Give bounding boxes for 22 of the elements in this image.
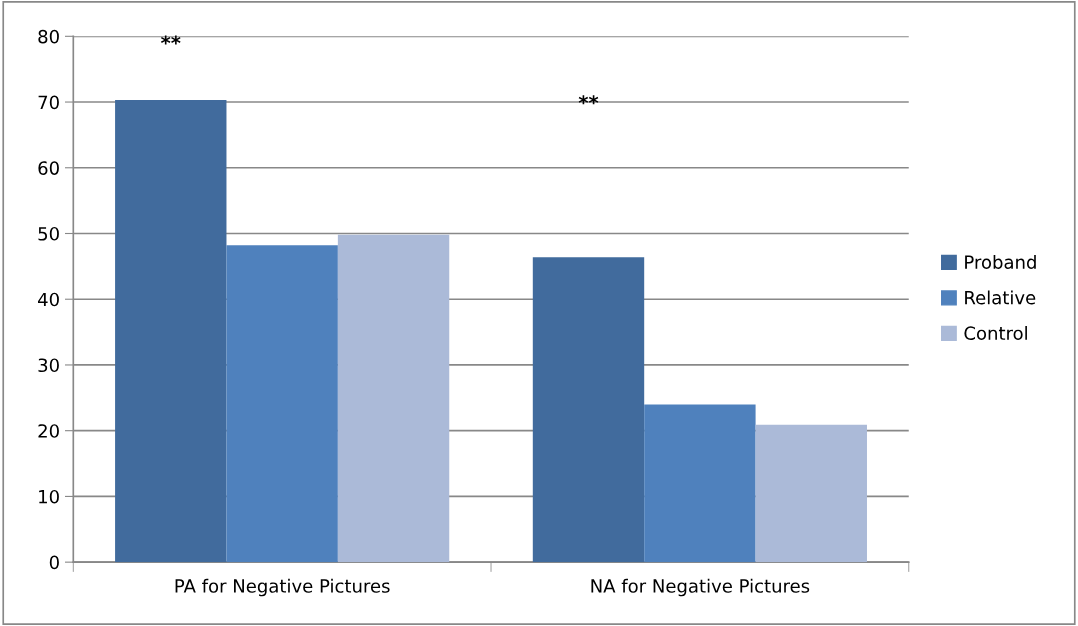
legend-label: Proband bbox=[965, 254, 1036, 269]
legend-label: Control bbox=[964, 326, 1027, 340]
legend-label: Relative bbox=[965, 290, 1036, 305]
bar bbox=[337, 234, 450, 563]
y-tick-label: 0 bbox=[49, 555, 59, 570]
bar bbox=[755, 424, 867, 563]
y-tick-label: 10 bbox=[39, 489, 59, 504]
y-tick-label: 50 bbox=[38, 226, 59, 241]
y-tick-label: 60 bbox=[38, 161, 59, 175]
x-tick-label: NA for Negative Pictures bbox=[591, 578, 810, 597]
bar bbox=[644, 404, 756, 563]
y-tick-label: 20 bbox=[38, 424, 59, 438]
bar bbox=[115, 100, 227, 563]
x-tick-label: PA for Negative Pictures bbox=[175, 578, 390, 597]
annotation: ** bbox=[160, 35, 181, 45]
y-tick-label: 80 bbox=[38, 29, 59, 44]
y-tick-label: 70 bbox=[38, 95, 59, 110]
y-tick-label: 40 bbox=[38, 292, 59, 307]
bar bbox=[532, 257, 645, 563]
bar bbox=[226, 245, 338, 563]
annotation: ** bbox=[578, 95, 599, 105]
y-tick-label: 30 bbox=[38, 358, 59, 373]
